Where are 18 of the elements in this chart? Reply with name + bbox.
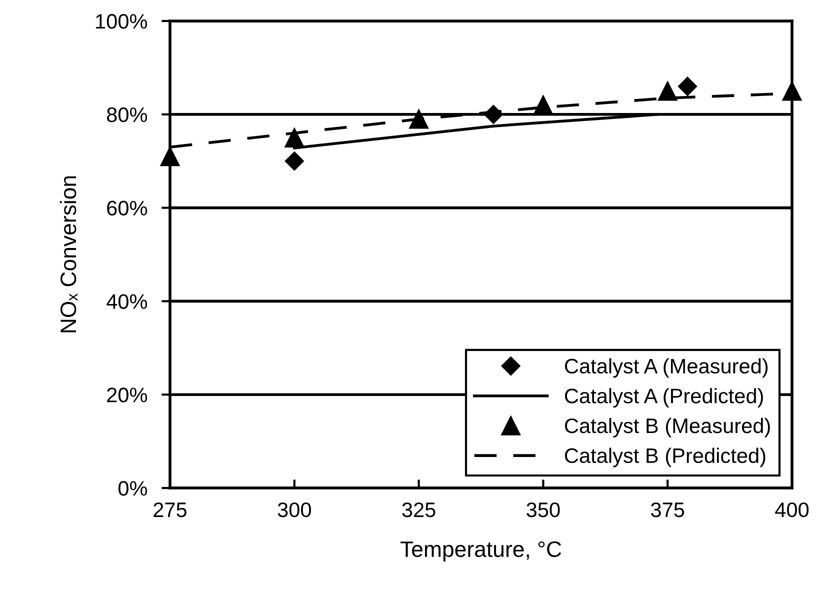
legend-label: Catalyst B (Predicted) <box>564 448 766 468</box>
x-tick-label: 275 <box>154 502 187 518</box>
x-tick-label: 375 <box>651 502 684 518</box>
y-tick-label: 20% <box>107 388 148 402</box>
x-tick-label: 325 <box>402 502 436 518</box>
x-axis-title: Temperature, °C <box>400 541 562 562</box>
legend-label: Catalyst B (Measured) <box>564 418 770 438</box>
y-tick-label: 80% <box>106 107 148 122</box>
legend-label: Catalyst A (Predicted) <box>564 388 763 408</box>
x-tick-label: 350 <box>526 502 560 518</box>
y-tick-label: 60% <box>107 200 148 216</box>
y-axis-title: NOₓ Conversion <box>60 176 78 332</box>
y-tick-label: 100% <box>96 14 148 29</box>
y-tick-label: 40% <box>106 294 148 309</box>
y-tick-label: 0% <box>118 481 148 496</box>
x-tick-label: 300 <box>278 502 311 518</box>
x-tick-label: 400 <box>775 502 809 518</box>
legend-label: Catalyst A (Measured) <box>564 358 768 378</box>
